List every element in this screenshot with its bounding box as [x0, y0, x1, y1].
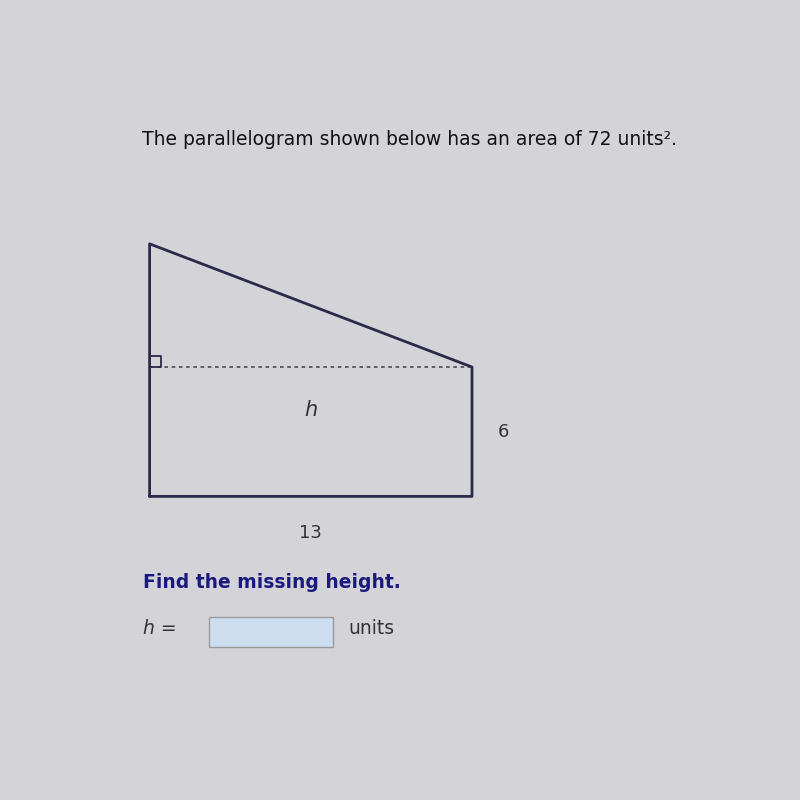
FancyBboxPatch shape — [209, 617, 333, 647]
Text: h =: h = — [143, 619, 177, 638]
Text: Find the missing height.: Find the missing height. — [143, 573, 401, 592]
Text: 13: 13 — [299, 524, 322, 542]
Text: 6: 6 — [498, 422, 509, 441]
Text: The parallelogram shown below has an area of 72 units².: The parallelogram shown below has an are… — [142, 130, 678, 149]
Text: units: units — [348, 619, 394, 638]
Text: h: h — [304, 400, 318, 420]
